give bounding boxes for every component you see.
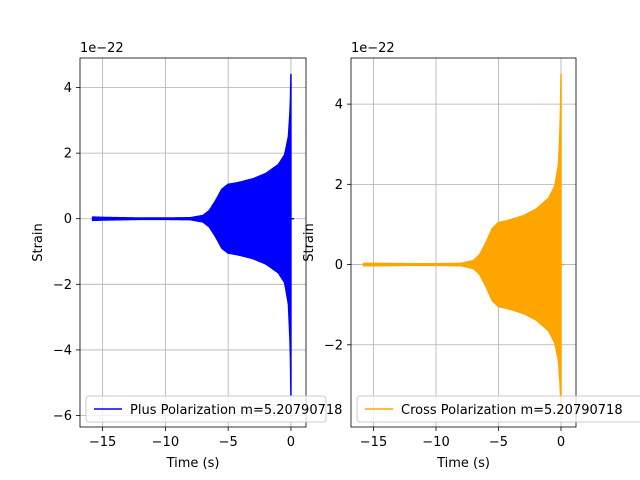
x-tick-label: −10 <box>152 435 179 450</box>
x-tick-label: −15 <box>360 435 387 450</box>
y-tick-label: −2 <box>324 338 343 353</box>
legend-box <box>85 395 327 423</box>
y-tick-label: −2 <box>53 278 72 293</box>
y-tick-label: −4 <box>53 343 72 358</box>
x-ticks: −15 −10 −5 0 <box>360 427 565 450</box>
legend-label: Cross Polarization m=5.20790718 <box>401 403 623 418</box>
x-tick-label: 0 <box>287 435 295 450</box>
y-tick-label: 4 <box>64 81 72 96</box>
legend: Cross Polarization m=5.20790718 <box>356 395 640 423</box>
y-ticks: −6 −4 −2 0 2 4 <box>53 81 80 424</box>
y-axis-label: Strain <box>302 223 317 262</box>
x-axis-label: Time (s) <box>436 456 490 471</box>
axes-frame <box>79 57 307 428</box>
axes-frame <box>350 57 577 428</box>
y-offset-text: 1e−22 <box>351 41 395 56</box>
x-tick-label: −5 <box>489 435 508 450</box>
y-tick-label: 0 <box>64 212 72 227</box>
y-offset-text: 1e−22 <box>80 41 124 56</box>
legend-label: Plus Polarization m=5.20790718 <box>130 403 342 418</box>
y-ticks: −2 0 2 4 <box>324 98 351 353</box>
x-tick-label: −10 <box>422 435 449 450</box>
x-tick-label: −5 <box>219 435 238 450</box>
legend: Plus Polarization m=5.20790718 <box>85 395 342 423</box>
x-tick-label: −15 <box>89 435 116 450</box>
y-tick-label: 2 <box>335 178 343 193</box>
y-axis-label: Strain <box>31 223 46 262</box>
plus-polarization-plot: −15 −10 −5 0 −6 −4 −2 0 2 4 1e−22 Time (s) Strai… <box>31 41 342 471</box>
x-tick-label: 0 <box>557 435 565 450</box>
y-tick-label: 4 <box>335 98 343 113</box>
legend-box <box>356 395 640 423</box>
y-tick-label: 2 <box>64 147 72 162</box>
y-tick-label: 0 <box>335 258 343 273</box>
x-ticks: −15 −10 −5 0 <box>89 427 295 450</box>
cross-polarization-plot: −15 −10 −5 0 −2 0 2 4 1e−22 Time (s) Strain Cr… <box>302 41 640 471</box>
x-axis-label: Time (s) <box>166 456 220 471</box>
y-tick-label: −6 <box>53 409 72 424</box>
